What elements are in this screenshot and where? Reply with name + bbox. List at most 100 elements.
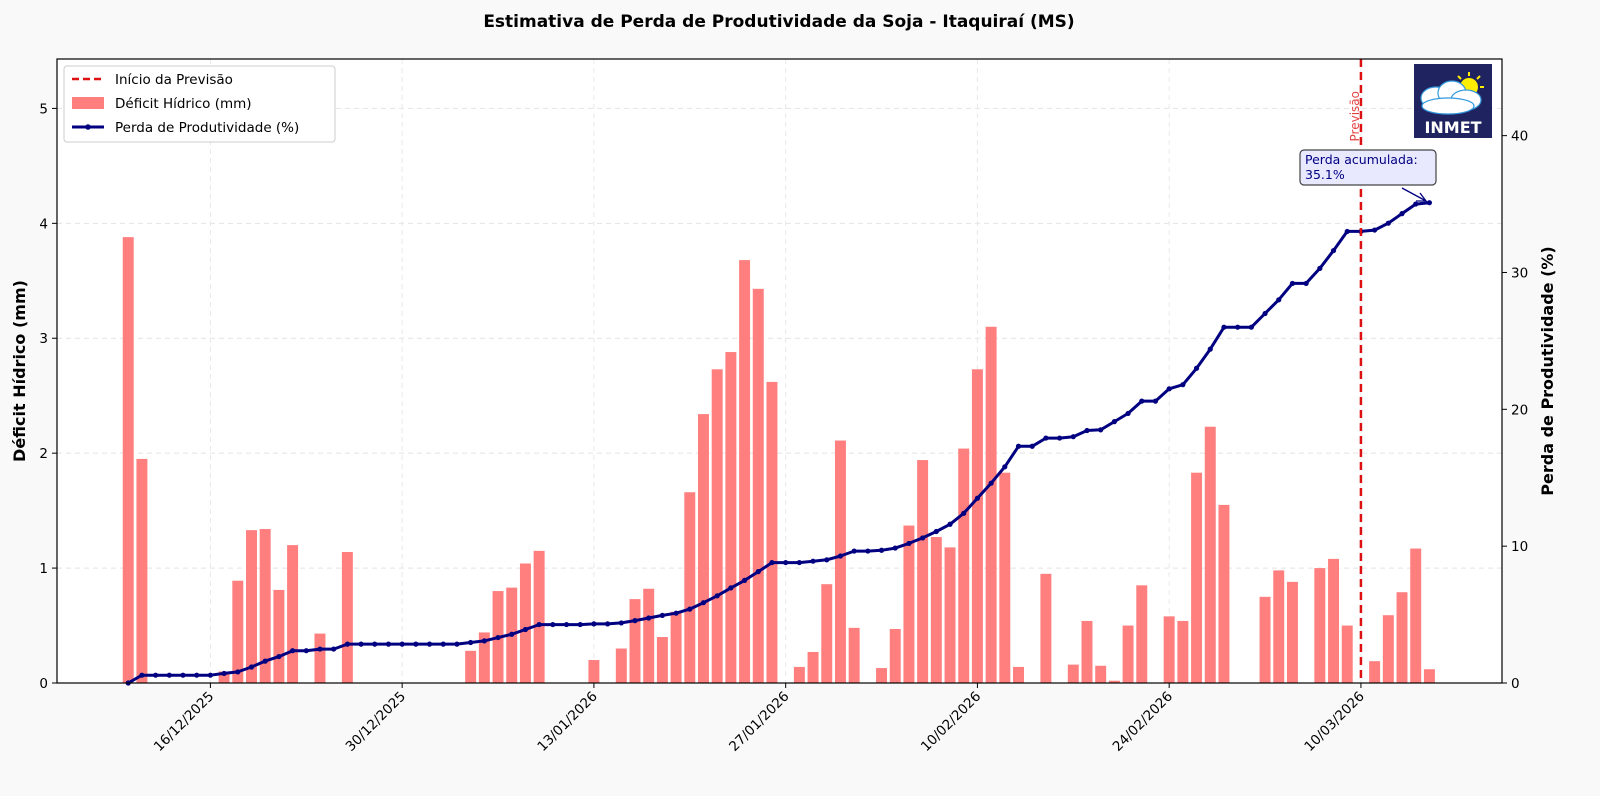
- loss-point: [1193, 365, 1200, 371]
- loss-point: [1276, 297, 1282, 303]
- loss-point: [563, 621, 570, 628]
- loss-point: [577, 621, 583, 628]
- deficit-bar: [273, 589, 285, 683]
- loss-point: [605, 621, 611, 627]
- loss-point: [1139, 398, 1145, 404]
- deficit-bar: [629, 599, 641, 683]
- loss-point: [276, 653, 282, 660]
- deficit-bar: [1396, 592, 1408, 683]
- deficit-bar: [944, 547, 956, 683]
- loss-point: [1303, 280, 1309, 287]
- loss-point: [961, 510, 967, 516]
- deficit-bar: [519, 563, 531, 683]
- y-axis-left-label: Déficit Hídrico (mm): [10, 280, 29, 462]
- deficit-bar: [684, 492, 696, 683]
- deficit-bar: [698, 414, 709, 683]
- deficit-bar: [725, 352, 737, 683]
- deficit-bar: [1013, 666, 1024, 683]
- y-tick-label-left: 3: [39, 331, 48, 347]
- loss-point: [591, 621, 597, 627]
- loss-point: [1399, 211, 1405, 217]
- loss-point: [1413, 201, 1419, 207]
- loss-point: [468, 639, 474, 646]
- loss-point: [906, 540, 912, 547]
- x-tick-label: 27/01/2026: [726, 689, 792, 755]
- loss-point: [851, 548, 857, 554]
- loss-point: [426, 641, 433, 647]
- loss-point: [988, 480, 994, 486]
- loss-point: [755, 569, 761, 575]
- deficit-bar: [1382, 615, 1394, 683]
- loss-point: [700, 600, 707, 606]
- loss-point: [139, 672, 145, 678]
- deficit-bar: [807, 651, 819, 683]
- deficit-bar: [1341, 625, 1353, 683]
- deficit-bar: [793, 666, 805, 683]
- y-tick-label-right: 20: [1511, 402, 1528, 418]
- deficit-bar: [1314, 568, 1326, 683]
- deficit-bar: [1122, 625, 1134, 683]
- deficit-bar: [136, 458, 148, 683]
- deficit-bar: [533, 550, 545, 683]
- y-tick-label-right: 10: [1511, 539, 1528, 555]
- x-tick-label: 24/02/2026: [1110, 689, 1176, 755]
- loss-point: [824, 557, 830, 563]
- deficit-bar: [1067, 664, 1079, 683]
- deficit-bar: [917, 460, 929, 683]
- x-tick-label: 16/12/2025: [151, 689, 217, 755]
- loss-point: [796, 559, 802, 566]
- deficit-bar: [1095, 665, 1107, 683]
- deficit-bar: [259, 529, 271, 683]
- loss-point: [550, 621, 556, 628]
- deficit-bar: [1081, 620, 1093, 683]
- loss-point: [920, 535, 926, 541]
- cloud-icon: [1420, 80, 1482, 115]
- deficit-bar: [1040, 573, 1052, 683]
- loss-point: [303, 648, 309, 654]
- y-tick-label-right: 0: [1511, 676, 1520, 692]
- loss-point: [947, 521, 953, 527]
- loss-point: [1111, 419, 1117, 425]
- x-tick-label: 13/01/2026: [534, 689, 600, 755]
- annotation-line2: 35.1%: [1305, 167, 1345, 182]
- loss-point: [194, 672, 200, 678]
- loss-point: [358, 641, 364, 647]
- loss-point: [153, 672, 159, 678]
- inmet-logo: INMET: [1414, 64, 1492, 138]
- deficit-bar: [1423, 669, 1435, 683]
- chart-title: Estimativa de Perda de Produtividade da …: [483, 12, 1074, 32]
- deficit-bar: [848, 627, 860, 683]
- deficit-bar: [643, 588, 655, 683]
- loss-point: [1084, 427, 1090, 434]
- deficit-bar: [615, 648, 627, 683]
- legend-deficit-label: Déficit Hídrico (mm): [115, 96, 252, 112]
- deficit-bar: [876, 668, 888, 683]
- loss-point: [1056, 435, 1063, 441]
- deficit-bar: [478, 632, 490, 683]
- loss-point: [522, 626, 529, 633]
- annotation-line1: Perda acumulada:: [1305, 152, 1418, 167]
- deficit-bar: [834, 440, 846, 683]
- loss-point: [289, 648, 296, 654]
- loss-point: [331, 646, 337, 652]
- loss-point: [399, 641, 405, 647]
- loss-point: [632, 618, 638, 624]
- x-tick-label: 10/03/2026: [1301, 689, 1367, 755]
- loss-point: [385, 641, 392, 647]
- logo-text: INMET: [1424, 118, 1481, 137]
- loss-point: [1426, 200, 1433, 206]
- y-tick-label-left: 1: [39, 561, 48, 577]
- deficit-bar: [766, 381, 778, 683]
- y-axis-right: 0 10 20 30 40: [1502, 129, 1528, 692]
- loss-point: [769, 559, 775, 566]
- deficit-bar: [314, 633, 326, 683]
- loss-point: [728, 585, 734, 591]
- deficit-bar: [670, 611, 682, 683]
- loss-point: [166, 672, 172, 678]
- loss-point: [618, 620, 624, 626]
- loss-point: [1385, 220, 1391, 226]
- legend-forecast-label: Início da Previsão: [115, 72, 233, 88]
- deficit-bar: [999, 472, 1011, 683]
- y-tick-label-right: 30: [1511, 265, 1528, 281]
- loss-point: [344, 641, 350, 647]
